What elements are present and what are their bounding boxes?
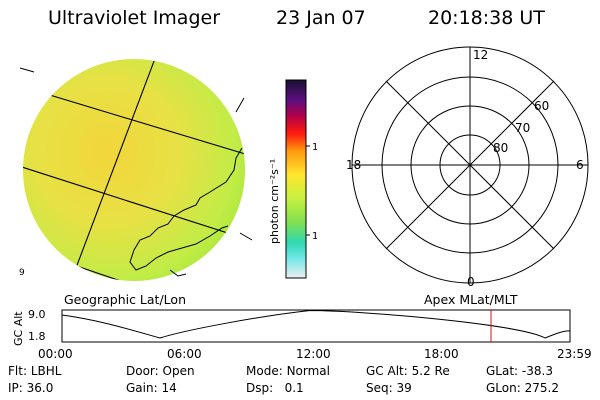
image-time: 20:18:38 UT [428,7,545,29]
mlat-label-60: 60 [534,99,549,113]
colorbar-unit-label: photon cm⁻²s⁻¹ [268,159,281,244]
mlt-label-0: 0 [467,275,475,289]
mlat-label-70: 70 [515,121,530,135]
status-filter: Flt: LBHL [8,364,62,378]
status-ip: IP: 36.0 [8,381,54,395]
mlt-label-6: 6 [576,158,584,172]
altitude-ytick-min: 1.8 [28,330,46,343]
colorbar-ticks [306,145,310,236]
altitude-ylabel: GC Alt [12,311,25,346]
status-gain: Gain: 14 [126,381,177,395]
colorbar-scale [285,79,307,279]
mlat-label-80: 80 [493,141,508,155]
altitude-ytick-max: 9.0 [28,308,46,321]
polar-mlat-mlt-plot: 12 18 6 0 60 70 80 [346,46,589,289]
altitude-xtick-4: 23:59 [557,347,592,361]
mlt-label-12: 12 [473,48,488,62]
status-glat: GLat: -38.3 [486,364,553,378]
earth-disk [23,59,245,281]
colorbar-tick-100: 100 [312,142,317,153]
status-mode: Mode: Normal [246,364,330,378]
altitude-xtick-0: 00:00 [38,347,73,361]
altitude-plot: GC Alt 9.0 1.8 00:00 06:00 12:00 18:00 2… [12,308,592,361]
coastline [129,147,243,271]
grid-overhang [19,67,253,241]
status-seq: Seq: 39 [366,381,412,395]
polar-panel-label: Apex MLat/MLT [424,292,518,307]
image-date: 23 Jan 07 [276,7,366,29]
status-dsp: Dsp: 0.1 [246,381,304,395]
colorbar-tick-10: 10 [312,231,317,242]
status-glon: GLon: 275.2 [486,381,559,395]
corner-mark: 9 [19,268,25,278]
altitude-xtick-2: 12:00 [296,347,331,361]
mlt-label-18: 18 [346,158,361,172]
uvi-earth-image: 9 [19,59,253,281]
geo-panel-label: Geographic Lat/Lon [64,292,186,307]
altitude-frame [61,309,571,343]
colorbar: 100 10 photon cm⁻²s⁻¹ [268,79,317,279]
status-gc-alt: GC Alt: 5.2 Re [366,364,450,378]
polar-diagonal-b [385,80,555,250]
altitude-xtick-1: 06:00 [167,347,202,361]
coastline-island [169,269,187,277]
status-door: Door: Open [126,364,195,378]
instrument-title: Ultraviolet Imager [48,7,221,29]
altitude-xtick-3: 18:00 [424,347,459,361]
altitude-curve [61,309,571,339]
